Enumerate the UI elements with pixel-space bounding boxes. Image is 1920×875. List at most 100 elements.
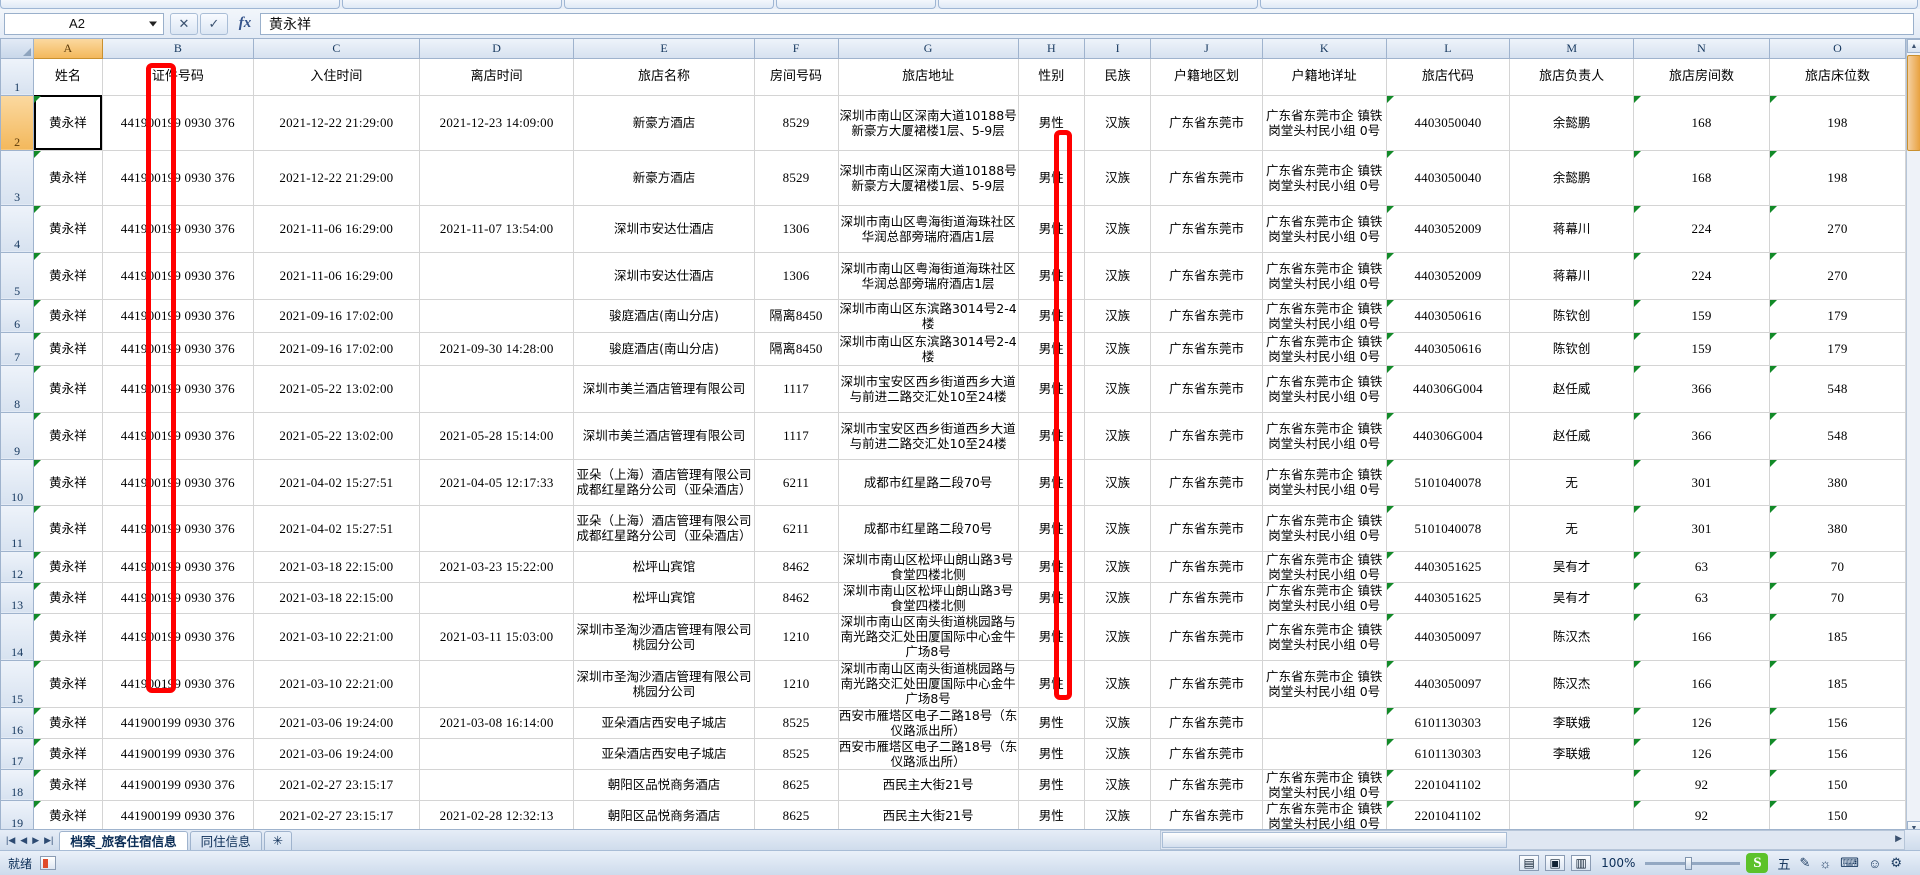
cell-O17[interactable]: 156 — [1768, 737, 1907, 770]
column-header-D[interactable]: D — [418, 39, 575, 59]
cell-L15[interactable]: 4403050097 — [1385, 659, 1511, 708]
cell-G10[interactable]: 成都市红星路二段70号 — [837, 458, 1019, 506]
cell-E5[interactable]: 深圳市安达仕酒店 — [573, 251, 755, 300]
cell-C18[interactable]: 2021-02-27 23:15:17 — [253, 768, 420, 801]
cell-F8[interactable]: 1117 — [753, 364, 839, 413]
row-header-17[interactable]: 17 — [0, 737, 35, 770]
cell-O6[interactable]: 179 — [1768, 298, 1907, 333]
cell-C17[interactable]: 2021-03-06 19:24:00 — [253, 737, 420, 770]
cell-N14[interactable]: 166 — [1633, 612, 1770, 661]
cell-F17[interactable]: 8525 — [753, 737, 839, 770]
column-title-G[interactable]: 旅店地址 — [837, 57, 1019, 96]
cell-O2[interactable]: 198 — [1768, 94, 1907, 151]
cell-E10[interactable]: 亚朵（上海）酒店管理有限公司成都红星路分公司（亚朵酒店） — [573, 458, 755, 506]
cell-K4[interactable]: 广东省东莞市企 镇铁岗堂头村民小组 0号 — [1261, 204, 1387, 253]
cell-H15[interactable]: 男性 — [1017, 659, 1085, 708]
row-header-8[interactable]: 8 — [0, 364, 35, 413]
column-title-J[interactable]: 户籍地区划 — [1150, 57, 1263, 96]
cell-B9[interactable]: 441900199 0930 376 — [101, 411, 255, 460]
select-all-corner[interactable] — [0, 39, 35, 59]
scroll-up-icon[interactable]: ▲ — [1907, 39, 1920, 53]
cell-C13[interactable]: 2021-03-18 22:15:00 — [253, 581, 420, 614]
column-header-I[interactable]: I — [1083, 39, 1152, 59]
cell-H14[interactable]: 男性 — [1017, 612, 1085, 661]
cell-L6[interactable]: 4403050616 — [1385, 298, 1511, 333]
cell-M6[interactable]: 陈钦创 — [1509, 298, 1635, 333]
cell-M15[interactable]: 陈汉杰 — [1509, 659, 1635, 708]
cell-H11[interactable]: 男性 — [1017, 504, 1085, 552]
cell-O5[interactable]: 270 — [1768, 251, 1907, 300]
cell-L7[interactable]: 4403050616 — [1385, 331, 1511, 366]
cell-J18[interactable]: 广东省东莞市 — [1150, 768, 1263, 801]
row-header-16[interactable]: 16 — [0, 706, 35, 739]
cell-D5[interactable] — [418, 251, 575, 300]
cell-K2[interactable]: 广东省东莞市企 镇铁岗堂头村民小组 0号 — [1261, 94, 1387, 151]
cell-C19[interactable]: 2021-02-27 23:15:17 — [253, 799, 420, 832]
row-header-11[interactable]: 11 — [0, 504, 35, 552]
cell-G15[interactable]: 深圳市南山区南头街道桃园路与南光路交汇处田厦国际中心金牛广场8号 — [837, 659, 1019, 708]
zoom-slider[interactable] — [1645, 856, 1741, 870]
ribbon-tab-2[interactable] — [342, 0, 562, 9]
column-title-B[interactable]: 证件号码 — [101, 57, 255, 96]
cell-G19[interactable]: 西民主大街21号 — [837, 799, 1019, 832]
cell-O9[interactable]: 548 — [1768, 411, 1907, 460]
cell-C9[interactable]: 2021-05-22 13:02:00 — [253, 411, 420, 460]
cell-I2[interactable]: 汉族 — [1083, 94, 1152, 151]
cell-B15[interactable]: 441900199 0930 376 — [101, 659, 255, 708]
column-header-M[interactable]: M — [1509, 39, 1635, 59]
ime-settings-icon[interactable]: ⚙ — [1890, 855, 1902, 870]
column-header-K[interactable]: K — [1261, 39, 1387, 59]
cell-G4[interactable]: 深圳市南山区粤海街道海珠社区华润总部旁瑞府酒店1层 — [837, 204, 1019, 253]
cell-A11[interactable]: 黄永祥 — [33, 504, 103, 552]
cell-E18[interactable]: 朝阳区品悦商务酒店 — [573, 768, 755, 801]
cell-D12[interactable]: 2021-03-23 15:22:00 — [418, 550, 575, 583]
cell-H6[interactable]: 男性 — [1017, 298, 1085, 333]
cell-O19[interactable]: 150 — [1768, 799, 1907, 832]
cell-H10[interactable]: 男性 — [1017, 458, 1085, 506]
cell-A7[interactable]: 黄永祥 — [33, 331, 103, 366]
cell-K13[interactable]: 广东省东莞市企 镇铁岗堂头村民小组 0号 — [1261, 581, 1387, 614]
column-title-H[interactable]: 性别 — [1017, 57, 1085, 96]
cell-A17[interactable]: 黄永祥 — [33, 737, 103, 770]
cell-N18[interactable]: 92 — [1633, 768, 1770, 801]
cell-B8[interactable]: 441900199 0930 376 — [101, 364, 255, 413]
cell-K8[interactable]: 广东省东莞市企 镇铁岗堂头村民小组 0号 — [1261, 364, 1387, 413]
cell-M12[interactable]: 吴有才 — [1509, 550, 1635, 583]
cell-F5[interactable]: 1306 — [753, 251, 839, 300]
cell-J2[interactable]: 广东省东莞市 — [1150, 94, 1263, 151]
row-header-14[interactable]: 14 — [0, 612, 35, 661]
cell-K10[interactable]: 广东省东莞市企 镇铁岗堂头村民小组 0号 — [1261, 458, 1387, 506]
cell-L8[interactable]: 440306G004 — [1385, 364, 1511, 413]
cell-N5[interactable]: 224 — [1633, 251, 1770, 300]
cell-B19[interactable]: 441900199 0930 376 — [101, 799, 255, 832]
cell-N13[interactable]: 63 — [1633, 581, 1770, 614]
cell-D8[interactable] — [418, 364, 575, 413]
row-header-9[interactable]: 9 — [0, 411, 35, 460]
cell-G18[interactable]: 西民主大街21号 — [837, 768, 1019, 801]
row-header-15[interactable]: 15 — [0, 659, 35, 708]
cell-K18[interactable]: 广东省东莞市企 镇铁岗堂头村民小组 0号 — [1261, 768, 1387, 801]
cell-J3[interactable]: 广东省东莞市 — [1150, 149, 1263, 206]
cell-I16[interactable]: 汉族 — [1083, 706, 1152, 739]
cell-I13[interactable]: 汉族 — [1083, 581, 1152, 614]
cell-B7[interactable]: 441900199 0930 376 — [101, 331, 255, 366]
cell-A8[interactable]: 黄永祥 — [33, 364, 103, 413]
cell-F15[interactable]: 1210 — [753, 659, 839, 708]
cell-L19[interactable]: 2201041102 — [1385, 799, 1511, 832]
ime-user-icon[interactable]: ☺ — [1868, 855, 1882, 871]
first-sheet-icon[interactable]: |◀ — [6, 834, 16, 845]
cell-L3[interactable]: 4403050040 — [1385, 149, 1511, 206]
row-header-10[interactable]: 10 — [0, 458, 35, 506]
column-header-B[interactable]: B — [101, 39, 255, 59]
cell-B13[interactable]: 441900199 0930 376 — [101, 581, 255, 614]
function-icon[interactable]: fx — [238, 15, 252, 31]
cell-L18[interactable]: 2201041102 — [1385, 768, 1511, 801]
cell-L11[interactable]: 5101040078 — [1385, 504, 1511, 552]
cell-E3[interactable]: 新豪方酒店 — [573, 149, 755, 206]
cell-K14[interactable]: 广东省东莞市企 镇铁岗堂头村民小组 0号 — [1261, 612, 1387, 661]
cell-J16[interactable]: 广东省东莞市 — [1150, 706, 1263, 739]
cell-I6[interactable]: 汉族 — [1083, 298, 1152, 333]
record-macro-icon[interactable] — [40, 856, 57, 870]
cell-F11[interactable]: 6211 — [753, 504, 839, 552]
row-header-18[interactable]: 18 — [0, 768, 35, 801]
